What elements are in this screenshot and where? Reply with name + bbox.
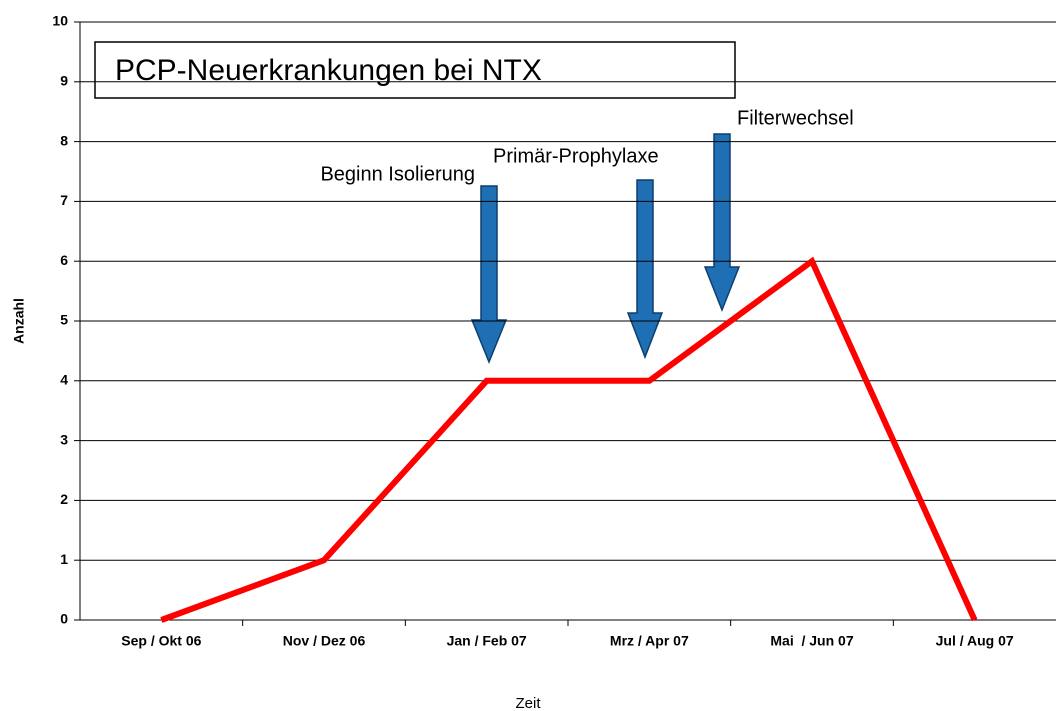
y-tick-label: 10 xyxy=(52,13,68,29)
y-tick-label: 3 xyxy=(60,431,68,447)
annotation: Beginn Isolierung xyxy=(320,163,475,185)
annotation: Primär-Prophylaxe xyxy=(493,145,659,167)
y-tick-label: 8 xyxy=(60,132,68,148)
arrow xyxy=(626,179,664,360)
y-tick-label: 9 xyxy=(60,73,68,89)
x-tick-label: Jan / Feb 07 xyxy=(447,633,527,649)
arrow xyxy=(470,185,508,364)
title-box xyxy=(94,41,736,99)
y-tick-label: 7 xyxy=(60,192,68,208)
y-tick-label: 5 xyxy=(60,312,68,328)
y-tick-label: 6 xyxy=(60,252,68,268)
y-axis-label: Anzahl xyxy=(11,298,27,344)
arrow xyxy=(703,133,741,313)
y-tick-label: 0 xyxy=(60,611,68,627)
y-tick-label: 2 xyxy=(60,491,68,507)
x-tick-label: Nov / Dez 06 xyxy=(283,633,366,649)
y-tick-label: 1 xyxy=(60,551,68,567)
x-tick-label: Jul / Aug 07 xyxy=(936,633,1014,649)
x-tick-label: Mrz / Apr 07 xyxy=(610,633,689,649)
annotation: Filterwechsel xyxy=(737,107,854,129)
x-tick-label: Sep / Okt 06 xyxy=(121,633,201,649)
y-tick-label: 4 xyxy=(60,372,68,388)
x-axis-label: Zeit xyxy=(515,695,541,711)
x-tick-label: Mai / Jun 07 xyxy=(770,633,853,649)
data-line xyxy=(160,256,978,623)
